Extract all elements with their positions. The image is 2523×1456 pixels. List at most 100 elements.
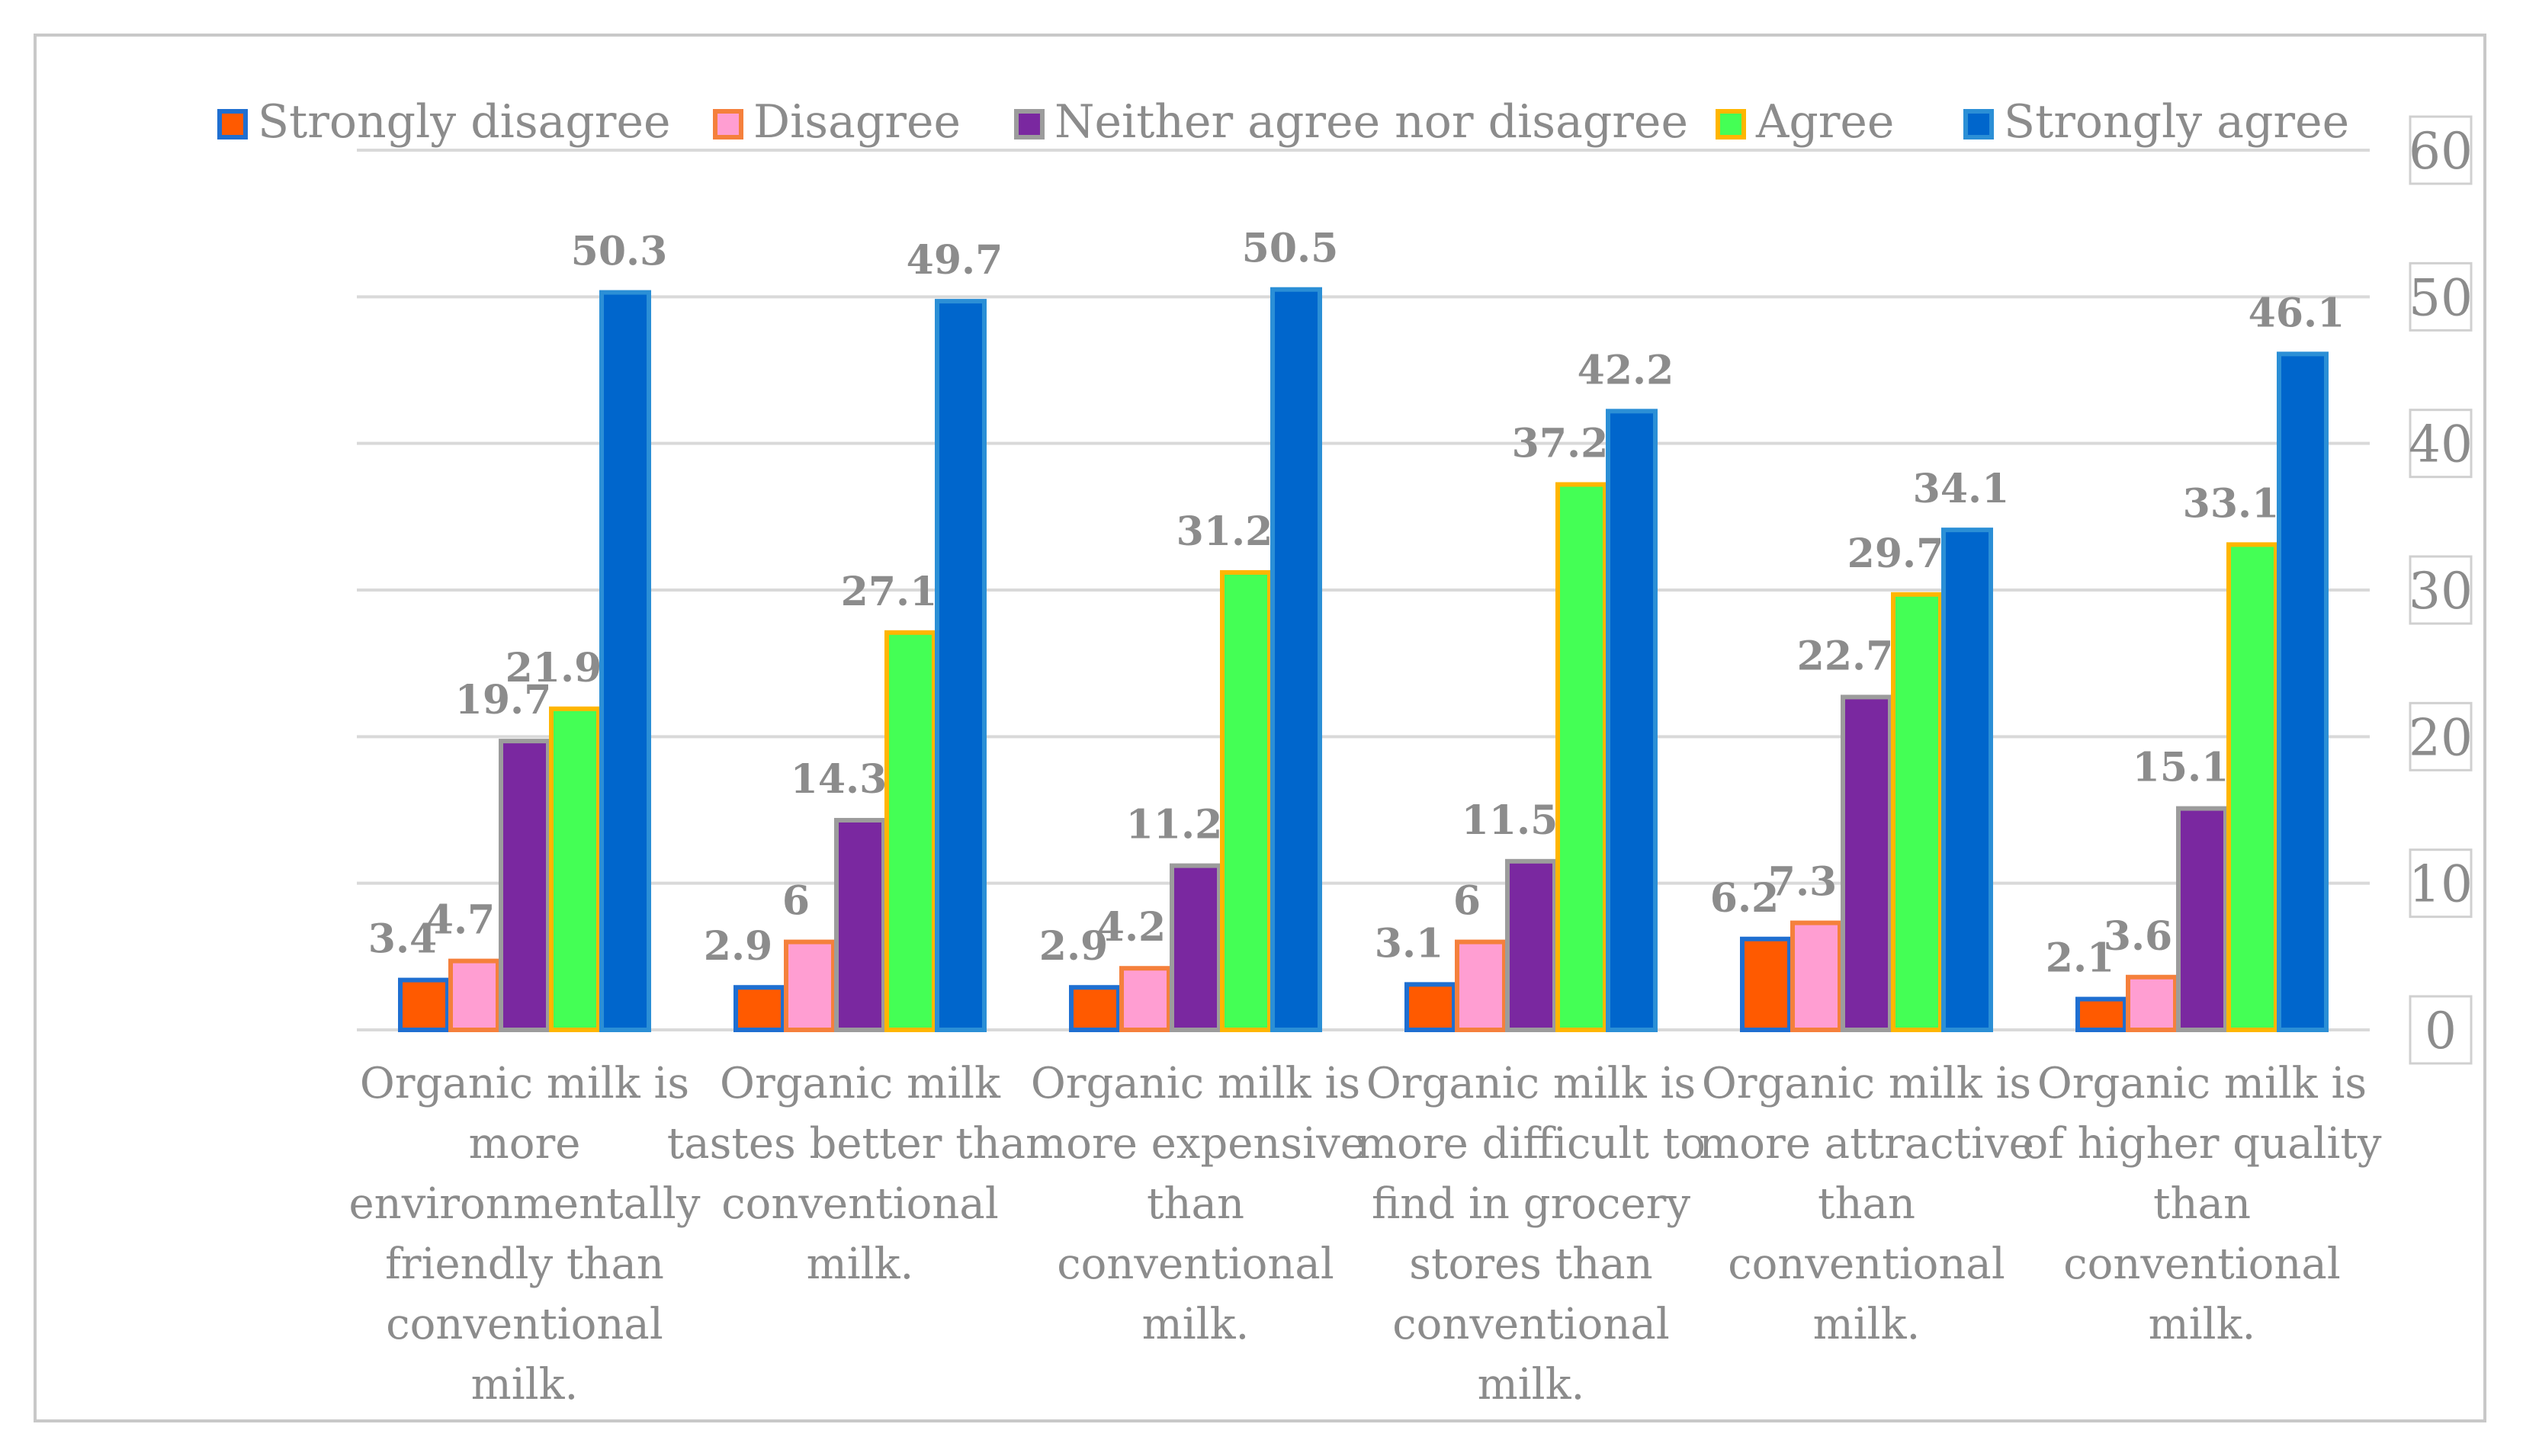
category-label-5-1: of higher quality bbox=[2022, 1119, 2381, 1169]
data-label-2-2: 11.2 bbox=[1126, 802, 1223, 848]
legend-swatch-3 bbox=[1716, 109, 1746, 140]
category-label-4-1: more attractive bbox=[1699, 1119, 2034, 1169]
y-tick-label-20: 20 bbox=[2409, 708, 2473, 767]
bar-0-2 bbox=[1069, 985, 1121, 1033]
data-label-3-3: 37.2 bbox=[1512, 421, 1609, 467]
bar-3-0 bbox=[549, 706, 601, 1032]
bar-4-0 bbox=[599, 290, 651, 1032]
category-label-5-0: Organic milk is bbox=[2037, 1059, 2367, 1108]
data-label-3-2: 31.2 bbox=[1176, 508, 1273, 555]
y-tick-label-0: 0 bbox=[2425, 1002, 2457, 1060]
data-label-4-3: 42.2 bbox=[1578, 347, 1674, 393]
y-tick-label-60: 60 bbox=[2409, 122, 2473, 181]
legend-label-2: Neither agree nor disagree bbox=[1054, 95, 1688, 149]
data-label-3-0: 21.9 bbox=[506, 645, 602, 691]
category-label-3-0: Organic milk is bbox=[1366, 1059, 1696, 1108]
y-tick-box-30 bbox=[2409, 555, 2473, 625]
data-label-1-1: 6 bbox=[782, 878, 810, 925]
legend-label-0: Strongly disagree bbox=[258, 95, 671, 149]
data-label-0-0: 3.4 bbox=[368, 916, 437, 963]
y-tick-box-50 bbox=[2409, 261, 2473, 332]
category-label-0-0: Organic milk is bbox=[360, 1059, 689, 1108]
data-label-0-3: 3.1 bbox=[1375, 920, 1443, 967]
bar-4-5 bbox=[2277, 351, 2329, 1032]
bar-2-3 bbox=[1505, 858, 1557, 1032]
category-label-3-1: more difficult to bbox=[1356, 1119, 1706, 1169]
category-label-3-2: find in grocery bbox=[1372, 1179, 1690, 1229]
data-label-3-5: 33.1 bbox=[2183, 480, 2280, 527]
category-label-4-0: Organic milk is bbox=[1702, 1059, 2031, 1108]
category-label-2-2: than bbox=[1147, 1179, 1244, 1229]
data-label-0-4: 6.2 bbox=[1710, 875, 1779, 922]
bar-2-1 bbox=[834, 817, 886, 1033]
category-label-0-3: friendly than bbox=[385, 1240, 664, 1289]
category-label-0-4: conventional bbox=[386, 1300, 663, 1349]
category-label-0-1: more bbox=[469, 1119, 581, 1169]
category-label-1-3: milk. bbox=[807, 1240, 914, 1289]
data-label-4-0: 50.3 bbox=[571, 229, 668, 275]
bar-2-4 bbox=[1841, 694, 1892, 1032]
bar-4-1 bbox=[935, 299, 987, 1032]
category-label-5-3: conventional bbox=[2063, 1240, 2340, 1289]
bar-3-4 bbox=[1891, 592, 1943, 1032]
bar-0-1 bbox=[733, 985, 785, 1033]
y-tick-box-60 bbox=[2409, 115, 2473, 185]
data-label-0-5: 2.1 bbox=[2046, 935, 2114, 982]
data-label-1-3: 6 bbox=[1453, 878, 1481, 925]
legend-label-4: Strongly agree bbox=[2004, 95, 2349, 149]
bar-1-5 bbox=[2126, 974, 2178, 1033]
bar-chart: 0 10 20 30 40 50 60 Strongly disagree Disagree Ne… bbox=[217, 95, 2473, 1409]
data-label-1-4: 7.3 bbox=[1768, 859, 1837, 906]
data-label-1-5: 3.6 bbox=[2104, 913, 2172, 960]
bar-0-0 bbox=[398, 977, 450, 1033]
category-label-4-2: than bbox=[1818, 1179, 1915, 1229]
bar-1-1 bbox=[784, 939, 836, 1032]
legend-swatch-4 bbox=[1963, 109, 1994, 140]
category-label-2-0: Organic milk is bbox=[1031, 1059, 1360, 1108]
category-label-4-4: milk. bbox=[1813, 1300, 1921, 1349]
bar-1-2 bbox=[1119, 966, 1171, 1032]
bar-1-0 bbox=[448, 958, 500, 1033]
data-label-2-3: 11.5 bbox=[1462, 797, 1558, 844]
bar-4-4 bbox=[1941, 528, 1993, 1032]
category-label-0-2: environmentally bbox=[349, 1179, 701, 1229]
bar-1-4 bbox=[1790, 920, 1842, 1033]
y-tick-box-20 bbox=[2409, 701, 2473, 771]
category-label-1-2: conventional bbox=[721, 1179, 998, 1229]
data-label-2-1: 14.3 bbox=[791, 756, 888, 803]
y-tick-box-40 bbox=[2409, 409, 2473, 479]
y-tick-label-50: 50 bbox=[2409, 268, 2473, 327]
category-label-3-4: conventional bbox=[1392, 1300, 1669, 1349]
y-tick-label-10: 10 bbox=[2409, 855, 2473, 914]
category-label-3-3: stores than bbox=[1409, 1240, 1652, 1289]
category-label-1-1: tastes better than bbox=[667, 1119, 1054, 1169]
data-label-4-2: 50.5 bbox=[1242, 226, 1339, 272]
data-label-0-1: 2.9 bbox=[704, 923, 772, 970]
data-label-1-0: 4.7 bbox=[426, 897, 495, 944]
data-label-4-5: 46.1 bbox=[2249, 290, 2345, 336]
bar-4-2 bbox=[1270, 287, 1322, 1032]
category-label-5-4: milk. bbox=[2149, 1300, 2256, 1349]
data-label-2-0: 19.7 bbox=[455, 677, 552, 723]
bar-3-1 bbox=[884, 630, 936, 1032]
bar-3-3 bbox=[1555, 482, 1607, 1032]
data-label-3-1: 27.1 bbox=[841, 569, 938, 615]
y-tick-box-0 bbox=[2409, 995, 2473, 1065]
bar-3-2 bbox=[1220, 569, 1272, 1032]
category-label-5-2: than bbox=[2153, 1179, 2251, 1229]
legend-label-3: Agree bbox=[1755, 95, 1894, 149]
data-label-0-2: 2.9 bbox=[1039, 923, 1108, 970]
category-label-1-0: Organic milk bbox=[720, 1059, 1001, 1108]
data-label-2-4: 22.7 bbox=[1797, 633, 1894, 679]
data-label-1-2: 4.2 bbox=[1097, 904, 1166, 951]
category-label-2-4: milk. bbox=[1142, 1300, 1250, 1349]
category-label-0-5: milk. bbox=[471, 1360, 579, 1409]
bar-2-0 bbox=[499, 739, 551, 1032]
data-label-3-4: 29.7 bbox=[1847, 531, 1944, 577]
category-label-2-3: conventional bbox=[1057, 1240, 1334, 1289]
y-tick-label-40: 40 bbox=[2409, 415, 2473, 474]
legend-swatch-2 bbox=[1014, 109, 1045, 140]
bar-3-5 bbox=[2226, 542, 2278, 1032]
category-label-4-3: conventional bbox=[1728, 1240, 2005, 1289]
bar-1-3 bbox=[1455, 939, 1507, 1032]
